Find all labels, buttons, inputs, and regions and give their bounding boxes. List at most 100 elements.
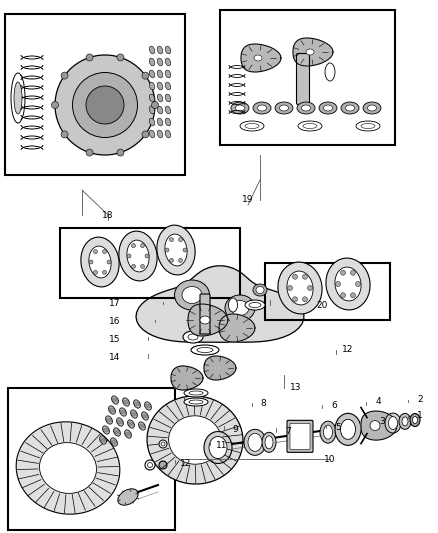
Ellipse shape [142, 72, 149, 79]
Polygon shape [188, 304, 228, 336]
Ellipse shape [385, 413, 401, 433]
Ellipse shape [165, 234, 187, 266]
Ellipse shape [127, 240, 149, 272]
Ellipse shape [200, 316, 210, 324]
Ellipse shape [149, 94, 155, 102]
Ellipse shape [346, 105, 354, 111]
Text: 12: 12 [343, 345, 354, 354]
Ellipse shape [149, 58, 155, 66]
Ellipse shape [324, 425, 332, 439]
Ellipse shape [157, 82, 163, 90]
Ellipse shape [293, 274, 297, 279]
Ellipse shape [191, 345, 219, 355]
Ellipse shape [301, 105, 311, 111]
Text: 9: 9 [232, 425, 238, 434]
Ellipse shape [93, 249, 98, 254]
Ellipse shape [262, 432, 276, 453]
Ellipse shape [324, 105, 332, 111]
Ellipse shape [370, 421, 380, 431]
Text: 6: 6 [331, 400, 337, 409]
Ellipse shape [402, 417, 408, 426]
Ellipse shape [245, 124, 259, 128]
Ellipse shape [16, 422, 120, 514]
Ellipse shape [325, 63, 335, 81]
Ellipse shape [117, 418, 124, 426]
Text: 19: 19 [242, 196, 254, 205]
Ellipse shape [145, 460, 155, 470]
Ellipse shape [102, 426, 110, 434]
Ellipse shape [112, 396, 118, 404]
Ellipse shape [141, 264, 145, 269]
Polygon shape [136, 266, 304, 342]
Ellipse shape [93, 270, 98, 274]
Ellipse shape [183, 331, 203, 343]
Ellipse shape [189, 400, 203, 404]
Ellipse shape [124, 430, 131, 438]
Ellipse shape [236, 105, 244, 111]
Ellipse shape [356, 281, 360, 287]
Polygon shape [204, 356, 236, 380]
Ellipse shape [117, 149, 124, 156]
Ellipse shape [55, 55, 155, 155]
Ellipse shape [279, 105, 289, 111]
Ellipse shape [138, 422, 145, 430]
Ellipse shape [297, 102, 315, 114]
Ellipse shape [117, 54, 124, 61]
Text: 20: 20 [316, 301, 328, 310]
Ellipse shape [165, 130, 171, 138]
Ellipse shape [86, 149, 93, 156]
Ellipse shape [52, 101, 59, 109]
Ellipse shape [141, 244, 145, 248]
Bar [265, 263, 390, 320]
Ellipse shape [159, 440, 167, 448]
Ellipse shape [86, 54, 93, 61]
Ellipse shape [306, 49, 314, 55]
Ellipse shape [89, 246, 111, 278]
Ellipse shape [149, 106, 155, 114]
Ellipse shape [361, 124, 375, 128]
Bar [60, 228, 240, 298]
Ellipse shape [149, 82, 155, 90]
Bar [5, 14, 185, 175]
Text: 1: 1 [417, 410, 423, 419]
Ellipse shape [320, 421, 336, 443]
Ellipse shape [165, 106, 171, 114]
Ellipse shape [165, 70, 171, 78]
Ellipse shape [99, 436, 106, 444]
Ellipse shape [61, 72, 68, 79]
Ellipse shape [131, 410, 138, 418]
Ellipse shape [110, 438, 117, 446]
Ellipse shape [157, 130, 163, 138]
Ellipse shape [86, 86, 124, 124]
Ellipse shape [165, 94, 171, 102]
Ellipse shape [253, 102, 271, 114]
Ellipse shape [275, 102, 293, 114]
Ellipse shape [179, 238, 183, 241]
Ellipse shape [244, 429, 266, 455]
Ellipse shape [131, 244, 135, 248]
Ellipse shape [326, 258, 370, 310]
Ellipse shape [109, 406, 116, 414]
Ellipse shape [389, 417, 398, 430]
Ellipse shape [169, 416, 221, 464]
Ellipse shape [179, 259, 183, 262]
Ellipse shape [39, 442, 96, 494]
Ellipse shape [165, 118, 171, 126]
Text: 15: 15 [109, 335, 121, 344]
Ellipse shape [367, 105, 377, 111]
Ellipse shape [127, 254, 131, 258]
Bar [220, 10, 395, 145]
Ellipse shape [159, 461, 167, 469]
Ellipse shape [350, 293, 356, 298]
Text: 16: 16 [109, 318, 121, 327]
Ellipse shape [287, 286, 293, 290]
Ellipse shape [188, 334, 198, 340]
Ellipse shape [131, 264, 135, 269]
Ellipse shape [120, 408, 127, 416]
Ellipse shape [336, 281, 340, 287]
Ellipse shape [107, 260, 111, 264]
Ellipse shape [197, 348, 213, 352]
Ellipse shape [73, 72, 138, 138]
Ellipse shape [118, 489, 138, 505]
Ellipse shape [184, 398, 208, 406]
